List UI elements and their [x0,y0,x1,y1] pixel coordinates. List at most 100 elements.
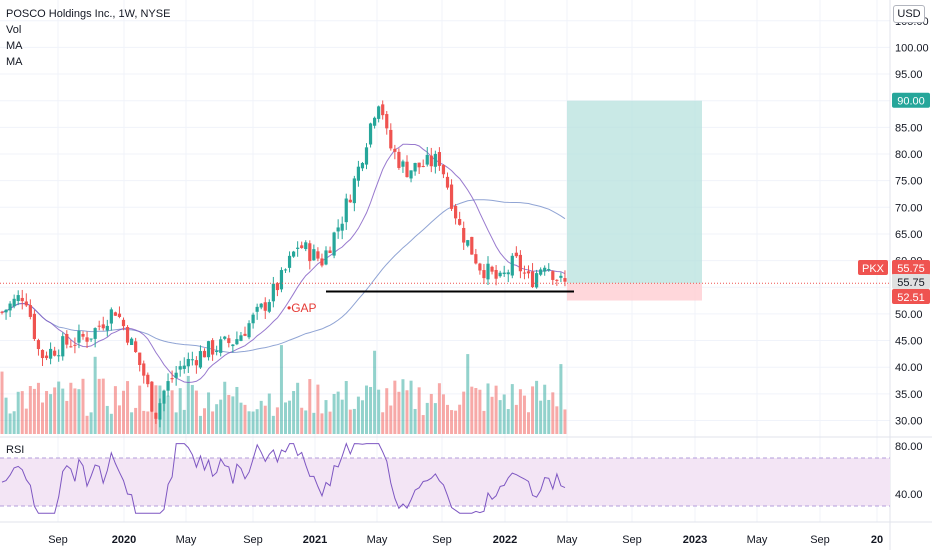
candle-body [409,170,413,179]
candle-body [364,147,369,165]
volume-bar [555,406,559,434]
volume-bar [292,391,296,434]
candle-body [65,334,69,345]
candle-body [231,344,235,347]
candle-body [20,297,24,302]
candle-body [198,351,203,368]
x-tick-label: 2022 [493,534,517,546]
volume-bar [324,400,328,434]
ticker-tag: PKX [858,260,888,275]
volume-bar [142,410,146,434]
candle-body [437,152,441,166]
legend-vol[interactable]: Vol [6,24,22,36]
candle-body [506,272,510,275]
candle-body [69,346,73,348]
candle-body [202,350,207,358]
y-tick-label: 100.00 [895,42,929,54]
volume-bar [433,403,437,434]
target-price-tag: 90.00 [892,92,930,108]
volume-bar [405,390,409,434]
volume-bar [279,345,283,434]
candle-body [441,165,446,175]
x-tick-label: May [176,534,197,546]
stop-price-tag: 52.51 [892,289,930,304]
rsi-tick-label: 80.00 [895,441,923,453]
candle-body [454,205,458,219]
volume-bar [320,413,324,434]
volume-bar [543,384,547,434]
volume-bar [300,407,304,434]
volume-bar [296,382,300,434]
candle-body [211,340,215,355]
candle-body [320,258,324,266]
volume-bar [36,382,40,434]
rsi-band [0,458,890,506]
price-tags: 90.00 PKX 55.75 55.75 52.51 [858,92,930,304]
ticker-tag-text: PKX [862,263,885,275]
volume-bar [170,390,174,434]
currency-button[interactable]: USD [893,5,925,23]
candle-body [336,227,340,232]
volume-bar [506,409,510,434]
volume-bar [275,407,279,434]
volume-bar [267,393,271,434]
candle-body [417,162,421,168]
volume-bar [73,388,77,434]
candle-body [121,319,126,327]
candle-body [77,330,81,343]
candle-body [219,339,223,353]
candle-body [101,324,105,329]
candle-body [324,250,328,265]
volume-bar [332,393,336,434]
candle-body [223,336,227,339]
candle-body [304,242,308,250]
volume-bar [413,408,417,434]
candle-body [543,267,547,272]
stop-price-tag-text: 52.51 [897,292,925,304]
volume-bar [446,404,449,434]
candle-body [16,295,20,301]
ma-fast-line [1,143,566,384]
last-price-tag: 55.75 [892,260,930,275]
candle-body [194,360,198,366]
candle-body [308,243,312,262]
candle-body [555,279,559,281]
candle-body [462,227,466,243]
candle-body [535,273,539,288]
volume-bar [20,391,24,434]
volume-bar [223,381,227,434]
volume-bar [138,385,142,434]
volume-bar [271,415,275,434]
volume-bar [146,411,150,434]
candle-body [559,275,563,278]
candle-body [93,328,97,339]
legend-ma-2[interactable]: MA [6,56,23,68]
volume-bar [466,354,470,434]
candle-body [316,251,320,259]
y-tick-label: 65.00 [895,229,923,241]
candle-body [61,336,65,357]
candle-body [57,355,61,357]
candle-body [158,403,162,420]
x-tick-label: Sep [432,534,452,546]
legend-ma-1[interactable]: MA [6,40,23,52]
candle-body [397,151,401,168]
candle-body [186,358,190,367]
candle-body [405,161,409,178]
volume-bar [458,404,462,434]
candle-body [486,263,490,280]
candle-body [328,250,332,254]
volume-bar [454,410,458,434]
volume-bar [81,378,85,434]
candle-body [97,325,101,327]
volume-bar [490,396,494,434]
candle-body [8,303,12,311]
candle-body [243,333,247,336]
volume-bar [486,383,490,434]
legend-title: POSCO Holdings Inc., 1W, NYSE [6,8,171,20]
volume-bar [450,410,454,434]
volume-bar [409,380,413,434]
rsi-legend[interactable]: RSI [6,444,25,456]
volume-bar [134,407,138,434]
